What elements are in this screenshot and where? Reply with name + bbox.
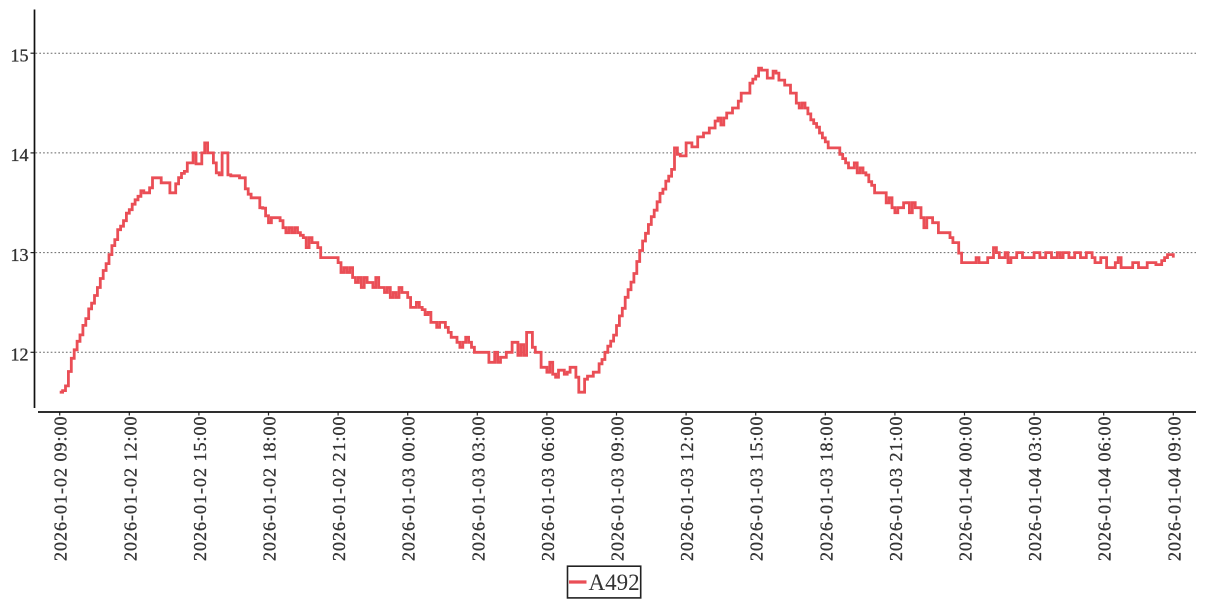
svg-text:2026-01-02 12:00: 2026-01-02 12:00: [120, 416, 140, 562]
svg-text:12: 12: [11, 345, 29, 365]
svg-text:13: 13: [11, 245, 29, 265]
svg-text:2026-01-03 09:00: 2026-01-03 09:00: [608, 416, 628, 562]
svg-text:2026-01-02 21:00: 2026-01-02 21:00: [329, 416, 349, 562]
svg-text:2026-01-02 18:00: 2026-01-02 18:00: [260, 416, 280, 562]
svg-text:15: 15: [11, 45, 29, 65]
svg-text:2026-01-03 03:00: 2026-01-03 03:00: [468, 416, 488, 562]
svg-text:2026-01-02 09:00: 2026-01-02 09:00: [51, 416, 71, 562]
svg-text:2026-01-04 09:00: 2026-01-04 09:00: [1164, 416, 1184, 562]
svg-text:A492: A492: [589, 570, 640, 595]
svg-text:2026-01-04 06:00: 2026-01-04 06:00: [1095, 416, 1115, 562]
svg-text:2026-01-04 00:00: 2026-01-04 00:00: [956, 416, 976, 562]
svg-text:2026-01-03 00:00: 2026-01-03 00:00: [399, 416, 419, 562]
svg-text:2026-01-03 12:00: 2026-01-03 12:00: [677, 416, 697, 562]
svg-text:2026-01-04 03:00: 2026-01-04 03:00: [1025, 416, 1045, 562]
svg-text:2026-01-03 21:00: 2026-01-03 21:00: [886, 416, 906, 562]
svg-text:2026-01-03 18:00: 2026-01-03 18:00: [816, 416, 836, 562]
svg-text:14: 14: [11, 145, 29, 165]
svg-text:2026-01-03 15:00: 2026-01-03 15:00: [747, 416, 767, 562]
svg-text:2026-01-03 06:00: 2026-01-03 06:00: [538, 416, 558, 562]
svg-text:2026-01-02 15:00: 2026-01-02 15:00: [190, 416, 210, 562]
